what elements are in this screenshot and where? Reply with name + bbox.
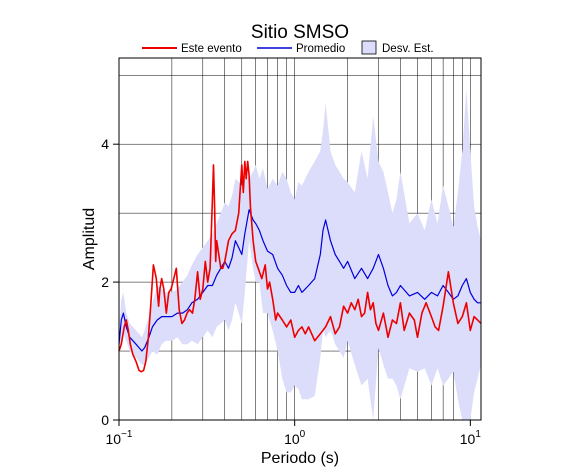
- legend-label-event: Este evento: [181, 43, 242, 55]
- x-tick-label: 101: [460, 429, 482, 447]
- plot-frame: [118, 57, 482, 421]
- y-axis-label: Amplitud: [81, 208, 98, 270]
- chart-title: Sitio SMSO: [251, 22, 349, 43]
- y-tick-label: 0: [101, 412, 109, 428]
- legend-swatch-std: [361, 40, 377, 55]
- x-axis-label: Periodo (s): [261, 450, 339, 467]
- y-tick-label: 2: [101, 274, 109, 290]
- legend-label-mean: Promedio: [296, 43, 345, 55]
- axis-ticks: 0 2 4 10−1 100 101: [101, 136, 481, 447]
- legend-label-std: Desv. Est.: [382, 43, 434, 55]
- y-tick-label: 4: [101, 136, 109, 152]
- x-tick-label: 100: [284, 429, 306, 447]
- series-line-este-evento: [118, 160, 482, 373]
- x-tick-label: 10−1: [106, 429, 133, 447]
- legend: Este evento Promedio Desv. Est.: [142, 40, 434, 55]
- std-band-area: [119, 89, 481, 420]
- series-line-promedio: [118, 209, 481, 352]
